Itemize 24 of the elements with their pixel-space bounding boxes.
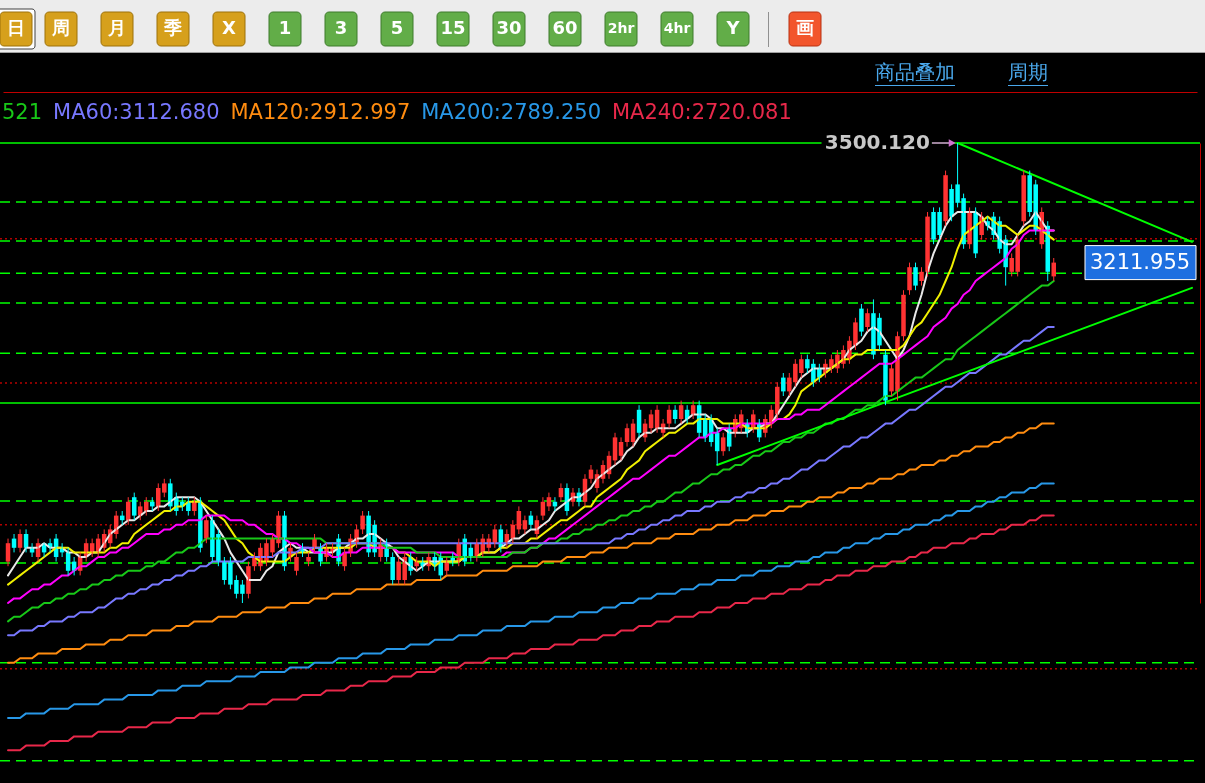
text: MA240:2720.081 (611, 100, 792, 124)
text: 3 (334, 17, 348, 38)
text: X (222, 17, 237, 38)
text: 日 (7, 17, 25, 38)
annotation: 3211.955 (1089, 249, 1191, 274)
text: 5 (390, 17, 404, 38)
text: MA120:2912.997 (230, 100, 411, 124)
annotation: 3500.120 (824, 130, 930, 154)
text: 2hr (607, 20, 635, 36)
text: 周期 (1008, 60, 1048, 84)
text: MA200:2789.250 (421, 100, 602, 124)
text: Y (725, 17, 741, 38)
text: 月 (107, 17, 126, 38)
text: 季 (163, 17, 182, 38)
text: 30 (496, 17, 522, 38)
text: 60 (552, 17, 578, 38)
text: 画 (796, 17, 814, 38)
text: 周 (51, 17, 70, 38)
text: 4hr (663, 20, 691, 36)
text: 521 (2, 100, 43, 124)
text: MA60:3112.680 (53, 100, 220, 124)
text: 15 (440, 17, 466, 38)
text: 1 (278, 17, 292, 38)
text: 商品叠加 (875, 60, 955, 84)
